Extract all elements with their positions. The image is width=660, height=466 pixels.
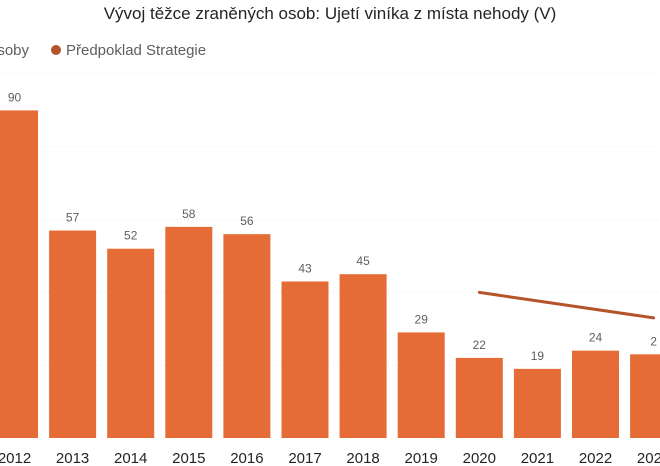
bar-2020[interactable] xyxy=(455,357,503,438)
bar-2015[interactable] xyxy=(165,226,213,438)
x-tick-2020: 2020 xyxy=(463,450,496,466)
bar-2018[interactable] xyxy=(339,274,387,438)
x-tick-2017: 2017 xyxy=(288,450,321,466)
x-tick-2019: 2019 xyxy=(405,450,438,466)
legend: osoby Předpoklad Strategie xyxy=(0,42,660,64)
data-label-2012: 90 xyxy=(8,90,22,104)
data-label-2019: 29 xyxy=(415,312,429,326)
x-tick-2022: 2022 xyxy=(579,450,612,466)
data-label-2015: 58 xyxy=(182,207,196,221)
legend-label-predpoklad: Předpoklad Strategie xyxy=(66,42,207,59)
data-label-2023: 2 xyxy=(650,334,657,348)
data-label-2017: 43 xyxy=(298,261,312,275)
chart-title: Vývoj těžce zraněných osob: Ujetí viníka… xyxy=(103,4,557,23)
bar-2014[interactable] xyxy=(107,248,155,438)
data-label-2014: 52 xyxy=(124,229,138,243)
x-tick-2023: 2023 xyxy=(637,450,660,466)
bar-2017[interactable] xyxy=(281,281,329,438)
data-label-2022: 24 xyxy=(589,331,603,345)
legend-label-osoby: osoby xyxy=(0,42,30,59)
bar-2013[interactable] xyxy=(49,230,97,438)
x-tick-2012: 2012 xyxy=(0,450,31,466)
x-tick-2014: 2014 xyxy=(114,450,147,466)
x-tick-2021: 2021 xyxy=(521,450,554,466)
bar-2022[interactable] xyxy=(572,350,619,438)
legend-item-predpoklad[interactable]: Předpoklad Strategie xyxy=(51,42,206,59)
bar-2023[interactable] xyxy=(630,354,660,438)
legend-item-osoby[interactable]: osoby xyxy=(0,42,29,59)
bar-2016[interactable] xyxy=(223,234,271,438)
data-label-2018: 45 xyxy=(356,254,370,268)
x-tick-2016: 2016 xyxy=(230,450,263,466)
bar-2012[interactable] xyxy=(0,110,38,439)
bar-2021[interactable] xyxy=(513,368,561,438)
x-tick-2015: 2015 xyxy=(172,450,205,466)
x-tick-2013: 2013 xyxy=(56,450,89,466)
series-line-predpoklad-strategie xyxy=(477,290,656,320)
data-label-2016: 56 xyxy=(240,214,254,228)
bar-2019[interactable] xyxy=(397,332,445,438)
data-label-2013: 57 xyxy=(66,211,80,225)
x-tick-2018: 2018 xyxy=(346,450,379,466)
data-label-2020: 22 xyxy=(473,338,487,352)
data-label-2021: 19 xyxy=(531,349,545,363)
legend-marker-predpoklad xyxy=(51,45,61,56)
